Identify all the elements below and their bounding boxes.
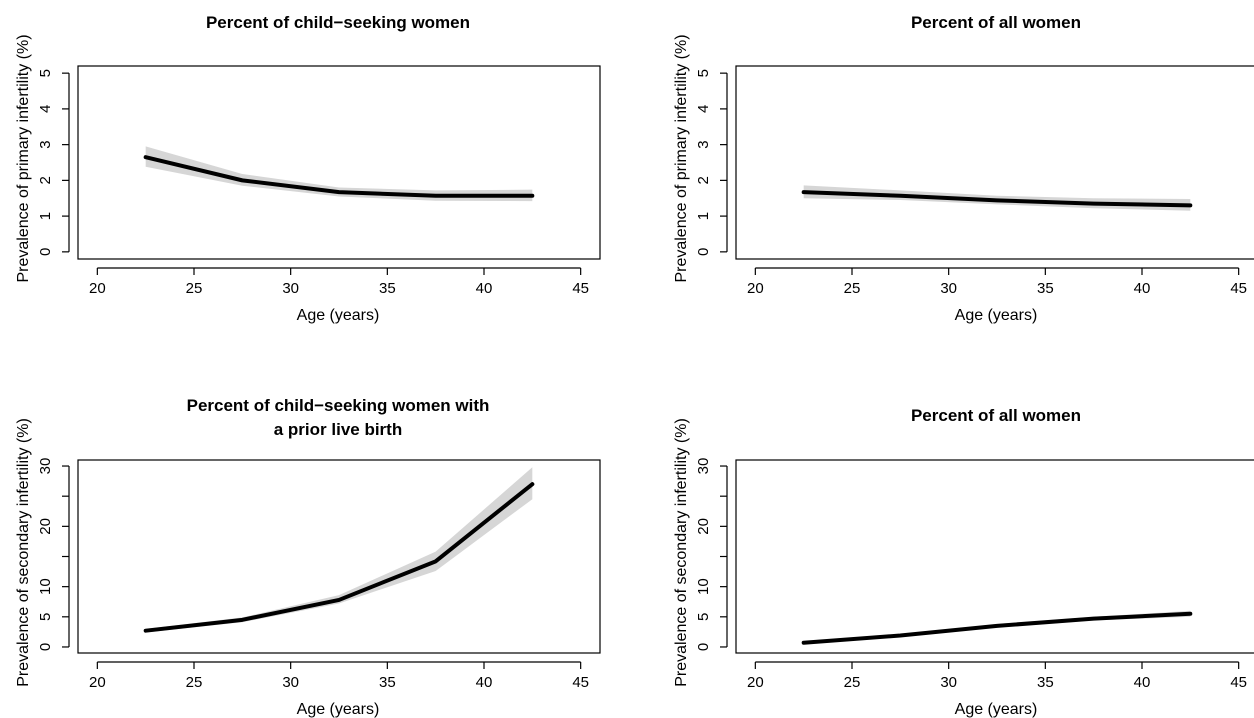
y-tick-label: 30 [695, 458, 712, 475]
x-tick-label: 40 [476, 674, 493, 691]
y-axis-label: Prevalence of secondary infertility (%) [673, 418, 690, 687]
series-line [801, 611, 1193, 645]
y-tick-label: 2 [37, 176, 54, 184]
chart-panel-4: 20 25 30 35 40 45 0 5 10 20 30 Age (years) Prevalenc… [673, 406, 1254, 718]
series-line [143, 482, 535, 633]
y-tick-label: 5 [695, 613, 712, 621]
x-tick-label: 35 [1037, 280, 1054, 297]
x-tick-label: 25 [844, 674, 861, 691]
x-tick-label: 30 [940, 280, 957, 297]
x-tick-label: 30 [282, 674, 299, 691]
y-tick-label: 0 [695, 643, 712, 651]
x-tick-label: 35 [379, 674, 396, 691]
x-tick-label: 35 [379, 280, 396, 297]
x-tick-label: 20 [747, 280, 764, 297]
y-tick-label: 1 [37, 212, 54, 220]
x-axis-label: Age (years) [955, 701, 1038, 718]
plot-frame [77, 459, 601, 654]
y-tick-label: 5 [695, 69, 712, 77]
plot-frame [77, 65, 601, 260]
x-tick-label: 45 [572, 280, 589, 297]
x-tick-label: 45 [1230, 280, 1247, 297]
confidence-band [803, 185, 1191, 211]
chart-title: Percent of child−seeking women [206, 13, 470, 32]
y-tick-label: 5 [37, 69, 54, 77]
x-axis-label: Age (years) [297, 307, 380, 324]
y-tick-label: 2 [695, 176, 712, 184]
y-tick-label: 20 [37, 518, 54, 535]
x-tick-label: 25 [186, 280, 203, 297]
chart-title: Percent of child−seeking women with [187, 396, 490, 415]
x-tick-label: 40 [1134, 674, 1151, 691]
x-tick-label: 20 [747, 674, 764, 691]
y-tick-label: 10 [37, 578, 54, 595]
y-tick-label: 0 [37, 248, 54, 256]
y-tick-label: 0 [37, 643, 54, 651]
y-axis-label: Prevalence of primary infertility (%) [673, 34, 690, 282]
y-axis-label: Prevalence of primary infertility (%) [15, 34, 32, 282]
confidence-band [145, 467, 533, 633]
x-tick-label: 35 [1037, 674, 1054, 691]
x-tick-label: 25 [844, 280, 861, 297]
y-tick-label: 20 [695, 518, 712, 535]
x-tick-label: 40 [1134, 280, 1151, 297]
chart-title: a prior live birth [274, 420, 402, 439]
y-tick-label: 0 [695, 248, 712, 256]
chart-title: Percent of all women [911, 13, 1081, 32]
plot-frame [735, 459, 1254, 654]
y-tick-label: 3 [37, 140, 54, 148]
x-tick-label: 45 [572, 674, 589, 691]
x-axis-label: Age (years) [297, 701, 380, 718]
x-tick-label: 30 [940, 674, 957, 691]
x-tick-label: 45 [1230, 674, 1247, 691]
y-tick-label: 10 [695, 578, 712, 595]
y-tick-label: 30 [37, 458, 54, 475]
y-tick-label: 4 [37, 105, 54, 113]
x-tick-label: 30 [282, 280, 299, 297]
y-tick-label: 4 [695, 105, 712, 113]
y-tick-label: 3 [695, 140, 712, 148]
y-axis-label: Prevalence of secondary infertility (%) [15, 418, 32, 687]
x-tick-label: 40 [476, 280, 493, 297]
plot-frame [735, 65, 1254, 260]
x-tick-label: 20 [89, 280, 106, 297]
y-tick-label: 5 [37, 613, 54, 621]
chart-title: Percent of all women [911, 406, 1081, 425]
x-tick-label: 20 [89, 674, 106, 691]
x-tick-label: 25 [186, 674, 203, 691]
y-tick-label: 1 [695, 212, 712, 220]
chart-panel-3: 20 25 30 35 40 45 0 5 10 20 30 Age (years) Prevalenc… [15, 396, 601, 718]
x-axis-label: Age (years) [955, 307, 1038, 324]
